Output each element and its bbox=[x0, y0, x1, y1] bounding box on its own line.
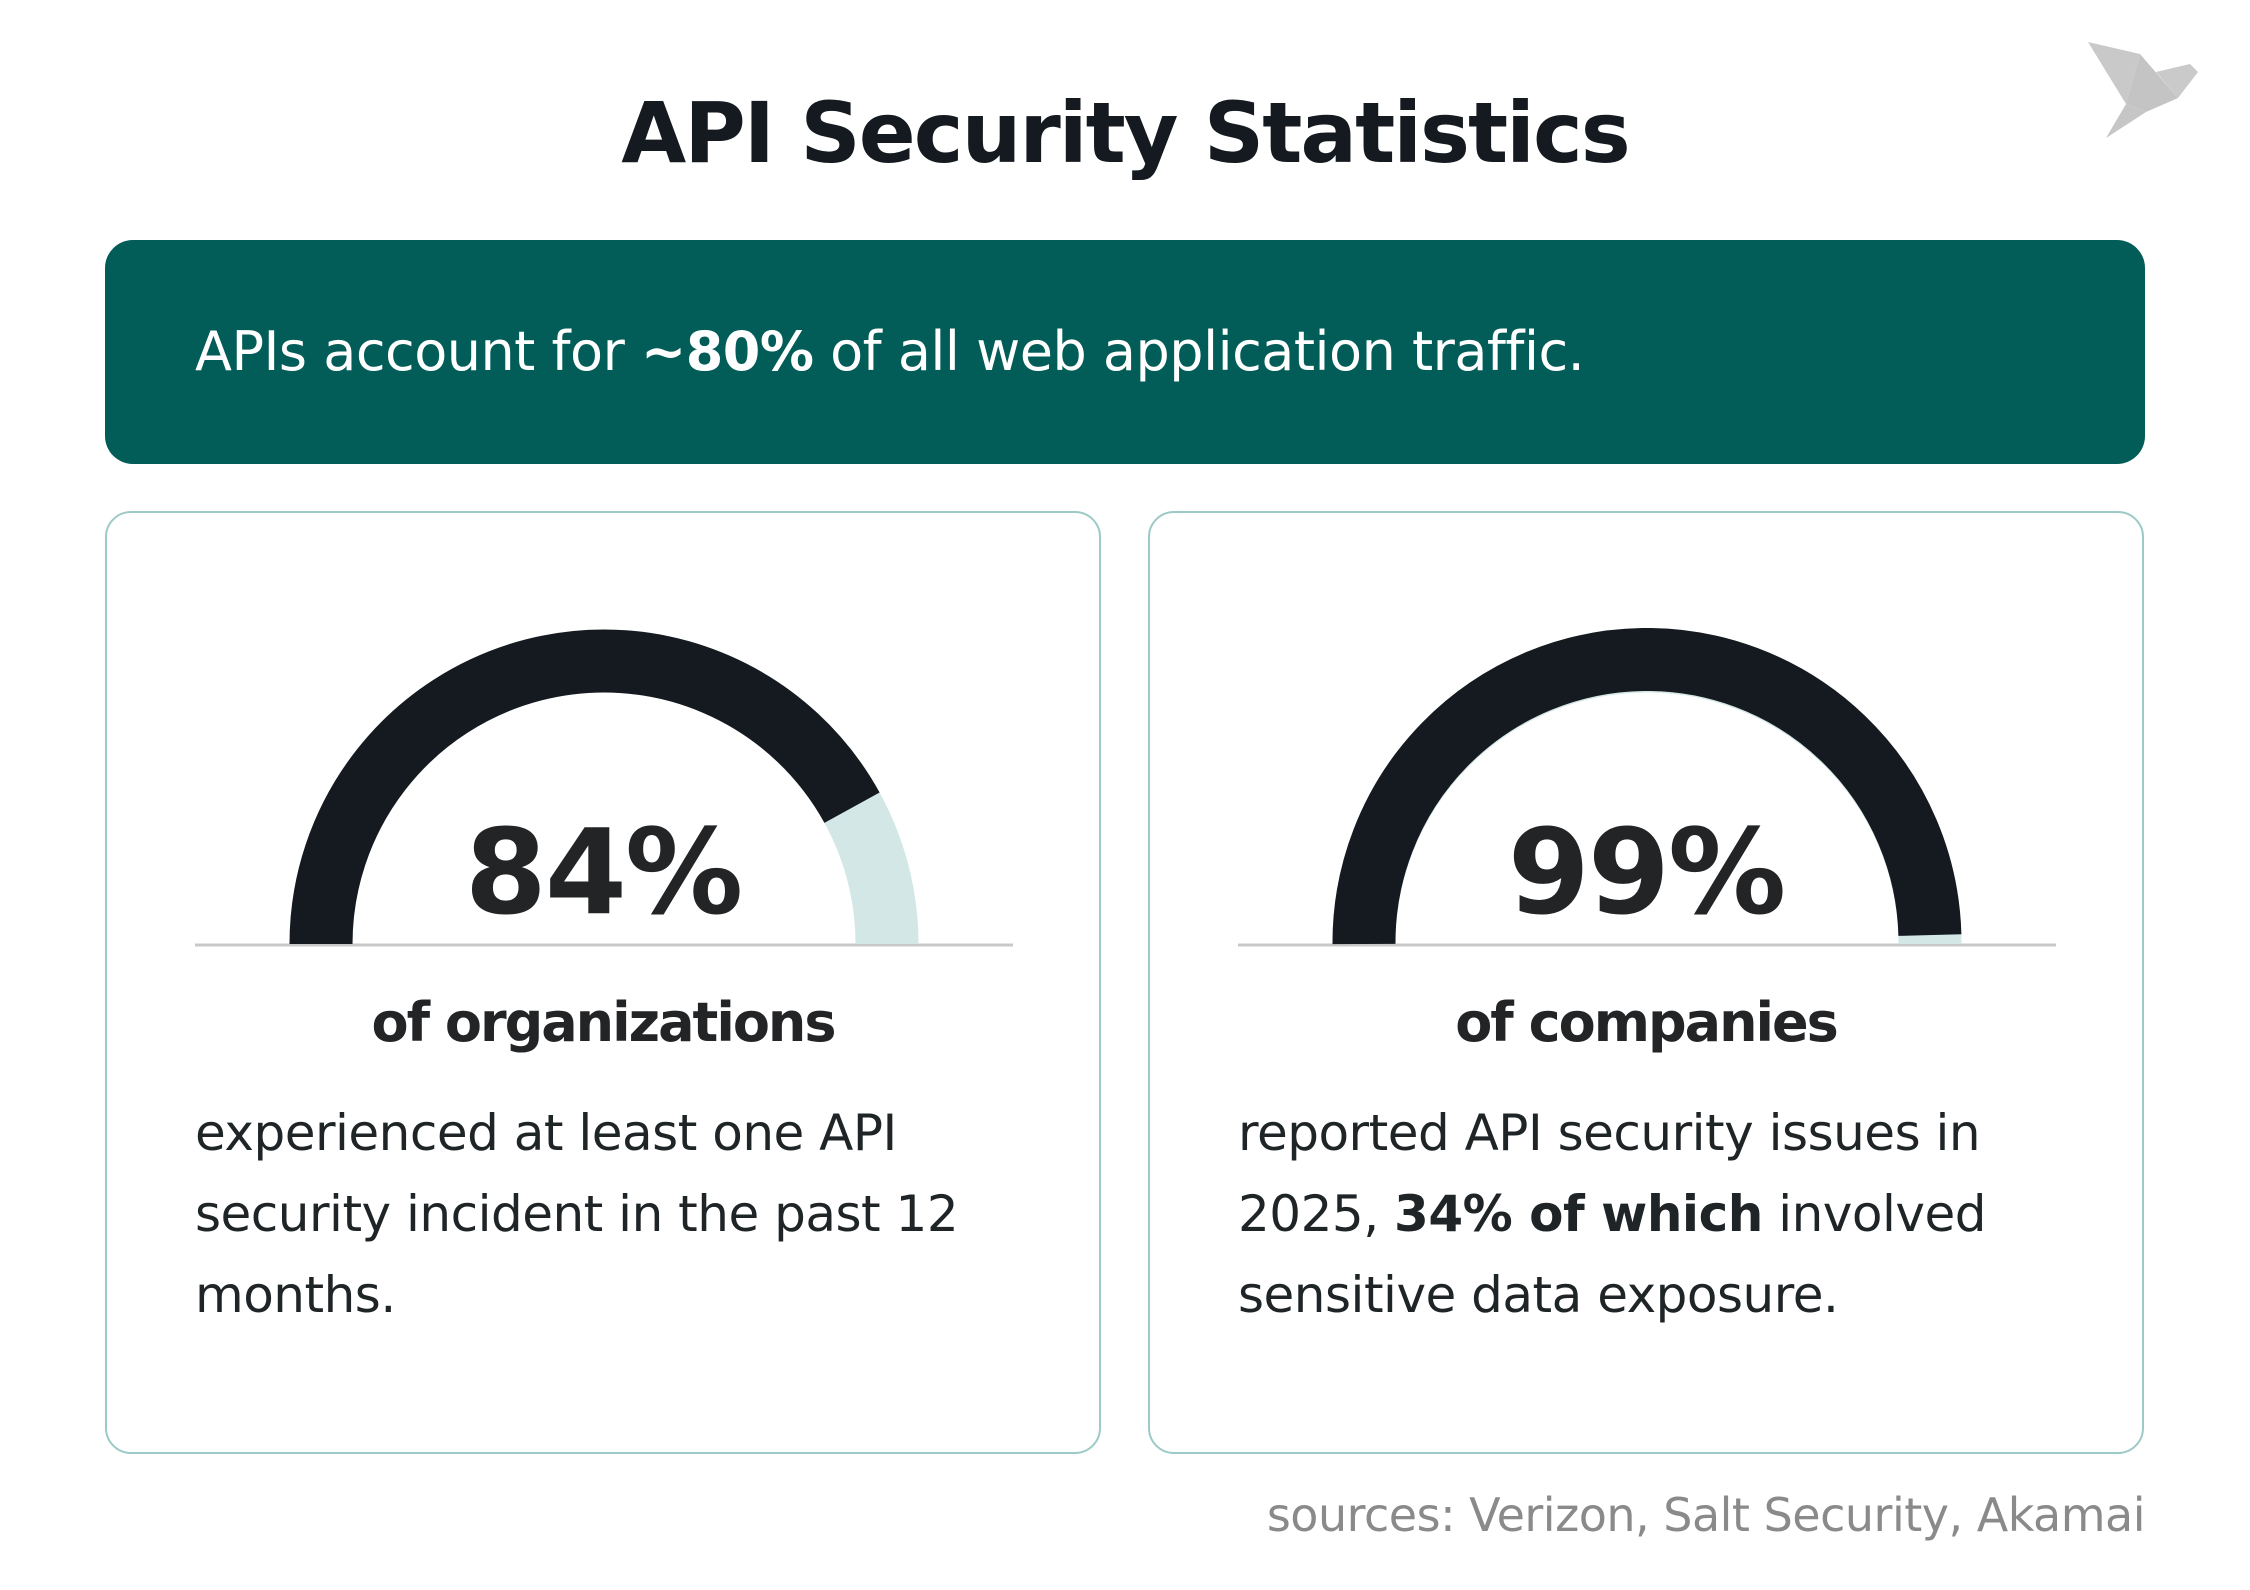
gauge-chart bbox=[195, 629, 1013, 947]
banner-highlight: ~80% bbox=[640, 320, 814, 383]
gauge-chart bbox=[1238, 628, 2056, 947]
stat-subtitle: of companies bbox=[1455, 991, 1839, 1054]
stat-subtitle: of organizations bbox=[371, 991, 836, 1054]
stat-description: experienced at least one API security in… bbox=[195, 1093, 1035, 1336]
page-title: API Security Statistics bbox=[621, 84, 1631, 182]
description-text: experienced at least one API security in… bbox=[195, 1104, 959, 1324]
description-bold: 34% of which bbox=[1394, 1185, 1763, 1243]
percent-value: 99% bbox=[1507, 803, 1786, 941]
sources-footer: sources: Verizon, Salt Security, Akamai bbox=[1266, 1488, 2146, 1542]
gauge-fill bbox=[289, 629, 880, 945]
description-text: reported API security issues in 2025, bbox=[1238, 1104, 1981, 1243]
description-text-after: involved sensitive data exposure. bbox=[1238, 1185, 1986, 1324]
banner-text-after: of all web application traffic. bbox=[813, 320, 1585, 383]
highlight-banner: APIs account for ~80% of all web applica… bbox=[105, 240, 2145, 464]
origami-bird-icon bbox=[2088, 42, 2198, 138]
stat-description: reported API security issues in 2025, 34… bbox=[1238, 1093, 2078, 1336]
banner-text: APIs account for ~80% of all web applica… bbox=[195, 320, 1585, 383]
gauge-fill bbox=[1332, 628, 1962, 945]
banner-text-before: APIs account for bbox=[195, 320, 641, 383]
stat-card-companies: 99% of companies reported API security i… bbox=[1148, 511, 2144, 1454]
percent-value: 84% bbox=[464, 803, 743, 941]
stat-card-organizations: 84% of organizations experienced at leas… bbox=[105, 511, 1101, 1454]
